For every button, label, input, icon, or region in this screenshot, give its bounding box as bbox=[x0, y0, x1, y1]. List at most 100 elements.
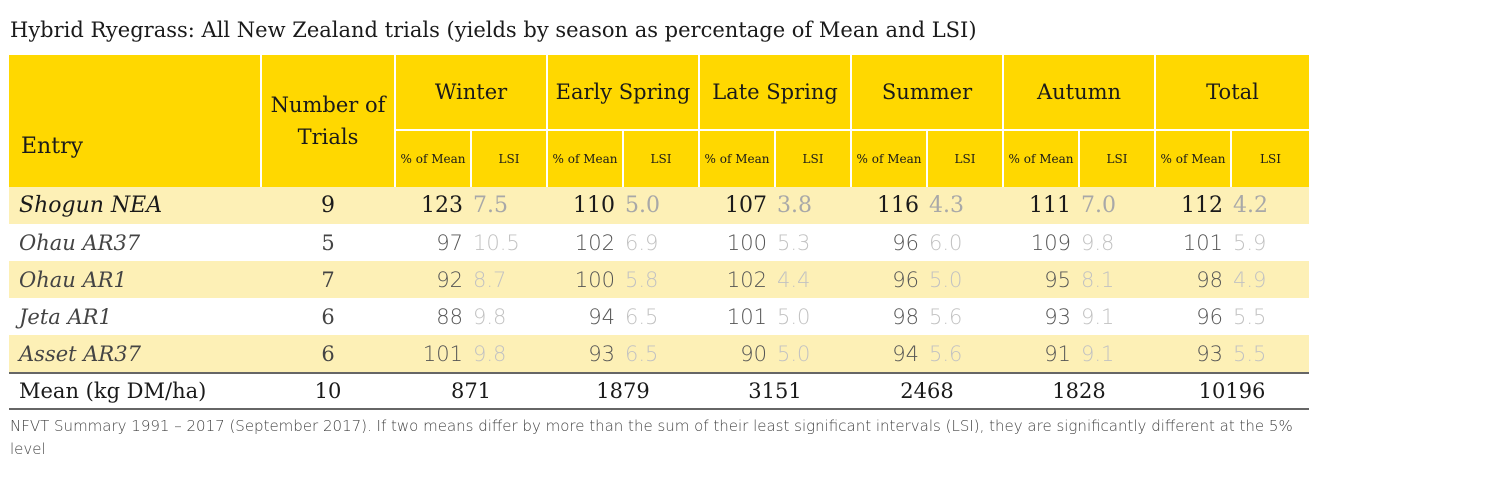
pct-of-mean-value: 91 bbox=[1003, 335, 1080, 373]
subheader-lsi: LSI bbox=[774, 130, 852, 187]
header-trials: Number of Trials bbox=[260, 55, 395, 187]
table-body: Shogun NEA 9 123 7.5 110 5.0 107 3.8 116 4.3 111 7.… bbox=[9, 187, 1310, 410]
table-row: Shogun NEA 9 123 7.5 110 5.0 107 3.8 116 4.3 111 7.… bbox=[9, 187, 1310, 224]
pct-of-mean-value: 94 bbox=[588, 304, 615, 329]
lsi-value: 9.8 bbox=[1081, 230, 1115, 255]
pct-of-mean-value: 96 bbox=[851, 261, 928, 298]
lsi-value: 8.1 bbox=[1079, 261, 1156, 298]
trials-count: 9 bbox=[261, 187, 395, 224]
entry-name: Shogun NEA bbox=[9, 187, 261, 224]
subheader-pct-of-mean: % of Mean bbox=[546, 130, 623, 187]
footnote: NFVT Summary 1991 – 2017 (September 2017… bbox=[10, 417, 1293, 458]
subheader-pct-of-mean: % of Mean bbox=[1002, 130, 1080, 187]
subheader-lsi: LSI bbox=[1230, 130, 1310, 187]
pct-of-mean-value: 100 bbox=[726, 230, 768, 255]
lsi-value: 4.2 bbox=[1231, 187, 1310, 224]
table-row: Asset AR37 6 101 9.8 93 6.5 90 5.0 94 5.6 91 9.1 93 5… bbox=[9, 335, 1310, 373]
pct-of-mean-value: 102 bbox=[699, 261, 776, 298]
table-row: Ohau AR1 7 92 8.7 100 5.8 102 4.4 96 5.0 95 8.1 98 4.… bbox=[9, 261, 1310, 298]
mean-row: Mean (kg DM/ha) 10 871 1879 3151 2468 1828 1019… bbox=[9, 372, 1310, 410]
lsi-value: 5.5 bbox=[1231, 335, 1310, 373]
chart-title: Hybrid Ryegrass: All New Zealand trials … bbox=[10, 18, 977, 42]
lsi-value: 9.1 bbox=[1081, 304, 1115, 329]
subheader-row: % of Mean LSI% of Mean LSI% of Mean LSI% of… bbox=[9, 130, 1310, 187]
entry-name: Ohau AR1 bbox=[9, 261, 261, 298]
pct-of-mean-value: 101 bbox=[726, 304, 768, 329]
header-entry: Entry bbox=[9, 55, 262, 187]
lsi-value: 8.7 bbox=[471, 261, 547, 298]
pct-of-mean-value: 96 bbox=[1196, 304, 1224, 329]
lsi-value: 7.0 bbox=[1079, 187, 1156, 224]
mean-value: 1879 bbox=[547, 372, 700, 410]
mean-value: 3151 bbox=[699, 372, 852, 410]
yield-table: Entry Number of Trials Winter Early Spri… bbox=[9, 55, 1310, 410]
subheader-lsi: LSI bbox=[1078, 130, 1156, 187]
pct-of-mean-value: 97 bbox=[436, 230, 463, 255]
pct-of-mean-value: 95 bbox=[1003, 261, 1080, 298]
subheader-pct-of-mean: % of Mean bbox=[698, 130, 776, 187]
trials-count: 5 bbox=[321, 230, 335, 255]
pct-of-mean-value: 93 bbox=[1044, 304, 1072, 329]
pct-of-mean-value: 101 bbox=[1182, 230, 1224, 255]
table-header: Entry Number of Trials Winter Early Spri… bbox=[9, 55, 1310, 187]
pct-of-mean-value: 98 bbox=[1155, 261, 1232, 298]
lsi-value: 10.5 bbox=[473, 230, 520, 255]
mean-value: 2468 bbox=[851, 372, 1004, 410]
header-season-summer: Summer bbox=[850, 55, 1004, 131]
mean-value: 10196 bbox=[1155, 372, 1310, 410]
mean-value: 1828 bbox=[1003, 372, 1156, 410]
trials-count: 6 bbox=[261, 335, 395, 373]
lsi-value: 4.9 bbox=[1231, 261, 1310, 298]
lsi-value: 5.0 bbox=[623, 187, 700, 224]
pct-of-mean-value: 96 bbox=[892, 230, 920, 255]
pct-of-mean-value: 94 bbox=[851, 335, 928, 373]
lsi-value: 9.1 bbox=[1079, 335, 1156, 373]
subheader-pct-of-mean: % of Mean bbox=[850, 130, 928, 187]
lsi-value: 9.8 bbox=[473, 304, 507, 329]
pct-of-mean-value: 102 bbox=[574, 230, 615, 255]
header-season-autumn: Autumn bbox=[1002, 55, 1156, 131]
subheader-lsi: LSI bbox=[621, 130, 700, 187]
lsi-value: 5.6 bbox=[929, 304, 963, 329]
pct-of-mean-value: 93 bbox=[1155, 335, 1232, 373]
lsi-value: 6.5 bbox=[623, 335, 700, 373]
lsi-value: 5.9 bbox=[1233, 230, 1267, 255]
lsi-value: 6.0 bbox=[929, 230, 963, 255]
entry-name: Jeta AR1 bbox=[19, 304, 112, 329]
pct-of-mean-value: 107 bbox=[699, 187, 776, 224]
pct-of-mean-value: 109 bbox=[1030, 230, 1072, 255]
trials-count: 7 bbox=[261, 261, 395, 298]
subheader-lsi: LSI bbox=[470, 130, 547, 187]
pct-of-mean-value: 92 bbox=[395, 261, 471, 298]
trials-count: 6 bbox=[321, 304, 335, 329]
lsi-value: 5.6 bbox=[927, 335, 1004, 373]
lsi-value: 5.0 bbox=[775, 335, 852, 373]
lsi-value: 5.3 bbox=[777, 230, 811, 255]
pct-of-mean-value: 90 bbox=[699, 335, 776, 373]
lsi-value: 5.5 bbox=[1233, 304, 1267, 329]
pct-of-mean-value: 101 bbox=[395, 335, 471, 373]
mean-trials: 10 bbox=[261, 372, 395, 410]
pct-of-mean-value: 123 bbox=[395, 187, 471, 224]
lsi-value: 9.8 bbox=[471, 335, 547, 373]
header-season-early-spring: Early Spring bbox=[545, 55, 700, 131]
lsi-value: 6.5 bbox=[625, 304, 659, 329]
lsi-value: 3.8 bbox=[775, 187, 852, 224]
entry-name: Asset AR37 bbox=[9, 335, 261, 373]
pct-of-mean-value: 116 bbox=[851, 187, 928, 224]
lsi-value: 5.8 bbox=[623, 261, 700, 298]
pct-of-mean-value: 111 bbox=[1003, 187, 1080, 224]
pct-of-mean-value: 93 bbox=[547, 335, 623, 373]
subheader-pct-of-mean: % of Mean bbox=[1154, 130, 1232, 187]
entry-name: Ohau AR37 bbox=[19, 230, 141, 255]
pct-of-mean-value: 110 bbox=[547, 187, 623, 224]
subheader-lsi: LSI bbox=[926, 130, 1004, 187]
mean-label: Mean (kg DM/ha) bbox=[9, 372, 261, 410]
pct-of-mean-value: 98 bbox=[892, 304, 920, 329]
lsi-value: 4.3 bbox=[927, 187, 1004, 224]
table-row: Ohau AR37 5 97 10.5 102 6.9 100 5.3 96 6.0 109 9.8 1… bbox=[9, 224, 1309, 261]
header-season-winter: Winter bbox=[394, 55, 547, 131]
lsi-value: 5.0 bbox=[927, 261, 1004, 298]
lsi-value: 5.0 bbox=[777, 304, 811, 329]
pct-of-mean-value: 88 bbox=[436, 304, 463, 329]
